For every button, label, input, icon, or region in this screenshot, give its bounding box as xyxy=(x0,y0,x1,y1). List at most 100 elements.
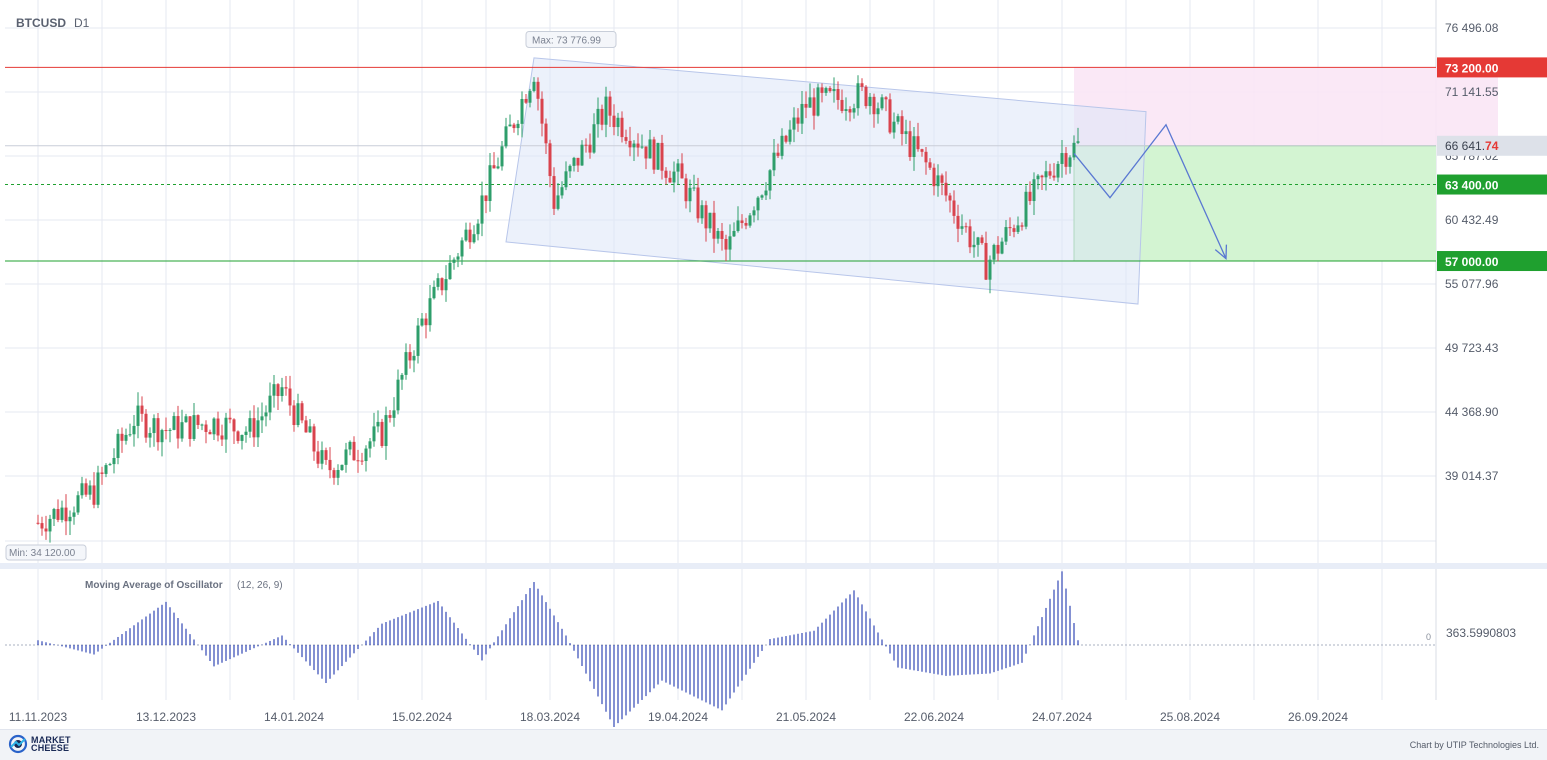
candle-up xyxy=(72,512,76,517)
candle-down xyxy=(468,229,472,243)
candle-up xyxy=(296,403,300,426)
candle-up xyxy=(488,165,492,202)
candle-up xyxy=(556,195,560,209)
forecast-arrowhead xyxy=(1214,244,1228,260)
candle-up xyxy=(112,457,116,465)
grid-lines xyxy=(0,0,1547,700)
candle-down xyxy=(920,149,924,152)
forecast-path[interactable] xyxy=(1073,123,1228,260)
symbol-label: BTCUSD xyxy=(16,16,66,30)
candle-up xyxy=(172,416,176,430)
candle-down xyxy=(288,388,292,406)
candle-down xyxy=(204,424,208,432)
candle-up xyxy=(212,418,216,435)
candle-up xyxy=(1004,227,1008,242)
candle-up xyxy=(808,97,812,108)
resistance-price-tag xyxy=(1437,57,1547,78)
candle-down xyxy=(932,167,936,187)
candle-down xyxy=(120,433,124,441)
candle-up xyxy=(792,117,796,130)
candle-up xyxy=(516,123,520,129)
candle-up xyxy=(80,483,84,496)
candle-up xyxy=(604,96,608,125)
price-tick-label: 39 014.37 xyxy=(1445,469,1499,483)
price-tick-label: 55 077.96 xyxy=(1445,277,1499,291)
resistance-price-label: 73 200.00 xyxy=(1445,61,1499,75)
indicator-title: Moving Average of Oscillator xyxy=(85,580,223,591)
candle-up xyxy=(452,259,456,263)
candle-down xyxy=(544,123,548,144)
date-tick-label: 26.09.2024 xyxy=(1288,710,1348,724)
candle-up xyxy=(460,240,464,257)
candle-up xyxy=(568,165,572,172)
candle-down xyxy=(36,522,40,524)
date-tick-label: 22.06.2024 xyxy=(904,710,964,724)
date-tick-label: 13.12.2023 xyxy=(136,710,196,724)
candle-down xyxy=(408,352,412,361)
candle-up xyxy=(448,262,452,280)
candle-up xyxy=(936,175,940,187)
candle-up xyxy=(480,195,484,224)
candle-up xyxy=(260,416,264,421)
candle-up xyxy=(508,124,512,127)
candle-down xyxy=(984,242,988,280)
candle-up xyxy=(108,464,112,466)
candle-up xyxy=(868,96,872,107)
time-axis[interactable]: 11.11.2023 13.12.2023 14.01.2024 15.02.2024… xyxy=(9,710,1348,724)
candlesticks xyxy=(36,75,1080,543)
indicator-params: (12, 26, 9) xyxy=(237,580,283,591)
candle-up xyxy=(748,215,752,226)
panel-separator xyxy=(0,563,1547,569)
candle-down xyxy=(820,87,824,93)
date-tick-label: 15.02.2024 xyxy=(392,710,452,724)
candle-down xyxy=(664,170,668,178)
candle-down xyxy=(900,116,904,135)
candle-down xyxy=(872,96,876,115)
oscillator-zero-label: 0 xyxy=(1426,632,1431,642)
market-cheese-logo[interactable]: MARKET CHEESE xyxy=(8,734,71,754)
candle-down xyxy=(980,237,984,243)
candle-down xyxy=(612,115,616,128)
candle-up xyxy=(148,433,152,438)
candle-down xyxy=(680,163,684,179)
candle-up xyxy=(1016,225,1020,232)
candle-down xyxy=(944,182,948,196)
candle-down xyxy=(660,142,664,171)
candle-up xyxy=(852,108,856,113)
brand-line-1: MARKET xyxy=(31,735,71,745)
candle-down xyxy=(156,418,160,443)
candle-down xyxy=(860,83,864,87)
candle-down xyxy=(1012,228,1016,232)
candle-down xyxy=(176,416,180,439)
candle-down xyxy=(536,81,540,99)
horizontal-levels[interactable] xyxy=(5,66,1436,262)
candle-up xyxy=(1000,241,1004,254)
candle-up xyxy=(716,231,720,239)
candle-up xyxy=(368,441,372,449)
candle-up xyxy=(348,441,352,450)
candle-down xyxy=(576,157,580,166)
candle-up xyxy=(132,425,136,435)
price-chart[interactable]: Max: 73 776.99 Min: 34 120.00 76 496.08 71… xyxy=(0,0,1547,729)
current-price-label: 66 641.74 xyxy=(1445,139,1499,153)
candle-down xyxy=(492,165,496,169)
candle-down xyxy=(628,140,632,148)
candle-up xyxy=(48,518,52,532)
min-marker-label: Min: 34 120.00 xyxy=(9,548,76,559)
candle-down xyxy=(304,420,308,433)
candle-down xyxy=(840,99,844,111)
candle-up xyxy=(580,144,584,166)
candle-up xyxy=(1076,141,1080,143)
candle-up xyxy=(340,464,344,471)
candle-up xyxy=(364,448,368,462)
candle-up xyxy=(280,387,284,397)
candle-up xyxy=(880,97,884,109)
date-tick-label: 18.03.2024 xyxy=(520,710,580,724)
candle-down xyxy=(524,98,528,103)
candle-down xyxy=(276,384,280,397)
candle-up xyxy=(192,415,196,439)
current-price-tag xyxy=(1437,135,1547,156)
candle-down xyxy=(252,418,256,438)
candle-down xyxy=(228,417,232,420)
